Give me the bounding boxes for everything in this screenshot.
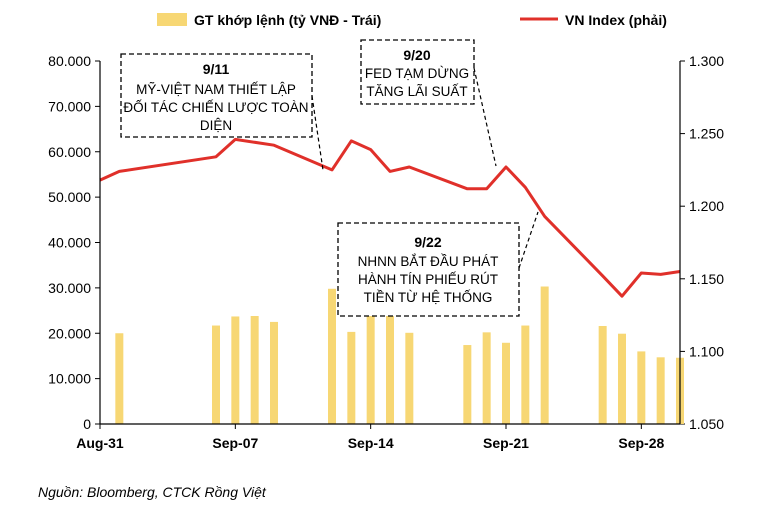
y-left-tick-label: 20.000: [48, 325, 91, 341]
source-note: Nguồn: Bloomberg, CTCK Rồng Việt: [38, 484, 267, 500]
bar: [502, 342, 510, 424]
y-left-tick-label: 50.000: [48, 189, 91, 205]
annotation-leader: [518, 211, 539, 269]
annotation-date: 9/11: [203, 61, 230, 77]
y-left-tick-label: 40.000: [48, 235, 91, 251]
bar: [598, 325, 607, 424]
bar: [366, 298, 375, 424]
vn-index-line: [99, 137, 681, 298]
bar: [618, 333, 626, 424]
legend-bar-label: GT khớp lệnh (tỷ VNĐ - Trái): [194, 12, 381, 28]
annotation-text-line: FED TẠM DỪNG: [365, 66, 469, 81]
bar: [521, 325, 530, 424]
y-right-tick-label: 1.050: [689, 416, 724, 432]
legend-line-label: VN Index (phải): [565, 12, 667, 28]
annotation-leader: [311, 95, 324, 171]
x-tick-label: Sep-14: [348, 435, 394, 451]
y-axis-right: 1.050 1.100 1.150 1.200 1.250 1.300: [680, 53, 724, 432]
x-tick-label: Sep-28: [618, 435, 664, 451]
y-right-tick-label: 1.150: [689, 271, 724, 287]
y-right-tick-label: 1.300: [689, 53, 724, 69]
annotation-text-line: ĐỐI TÁC CHIẾN LƯỢC TOÀN: [123, 100, 308, 115]
y-left-tick-label: 0: [83, 416, 91, 432]
y-axis-left: 0 10.000 20.000 30.000 40.000 50.000 60.000 70.…: [48, 53, 100, 432]
annotation-text-line: MỸ-VIỆT NAM THIẾT LẬP: [136, 82, 296, 97]
annotation-text-line: NHNN BẮT ĐẦU PHÁT: [358, 254, 499, 269]
annotation-leader: [473, 67, 497, 167]
y-right-tick-label: 1.200: [689, 198, 724, 214]
bar: [637, 351, 646, 424]
bar: [347, 331, 356, 424]
y-right-tick-label: 1.100: [689, 343, 724, 359]
bar: [212, 325, 220, 424]
bar: [540, 286, 549, 424]
bar: [231, 316, 240, 424]
line-series: [99, 137, 681, 298]
bar-series: [115, 286, 684, 424]
bar: [482, 332, 491, 424]
axes: [99, 61, 681, 425]
annotation-box: [360, 39, 475, 105]
y-left-tick-label: 70.000: [48, 98, 91, 114]
annotation-date: 9/22: [414, 234, 441, 250]
bar: [405, 332, 414, 424]
annotation-box: [337, 222, 520, 317]
bar: [386, 309, 394, 424]
bar: [656, 357, 665, 424]
annotation-text-line: HÀNH TÍN PHIẾU RÚT: [358, 272, 498, 287]
x-axis: Aug-31 Sep-07 Sep-14 Sep-21 Sep-28: [76, 424, 664, 451]
y-right-tick-label: 1.250: [689, 126, 724, 142]
x-tick-label: Aug-31: [76, 435, 124, 451]
annotation-text-line: TĂNG LÃI SUẤT: [366, 84, 467, 99]
bar: [463, 345, 472, 424]
bar: [328, 288, 336, 424]
annotation-9-20: 9/20 FED TẠM DỪNG TĂNG LÃI SUẤT: [360, 39, 497, 167]
bar: [270, 321, 278, 424]
bar: [115, 333, 124, 424]
legend-bar-swatch: [157, 13, 187, 26]
annotation-box: [120, 53, 313, 138]
annotation-9-11: 9/11 MỸ-VIỆT NAM THIẾT LẬP ĐỐI TÁC CHIẾN…: [120, 53, 324, 171]
annotation-date: 9/20: [403, 47, 430, 63]
legend: GT khớp lệnh (tỷ VNĐ - Trái) VN Index (p…: [157, 12, 667, 28]
y-left-tick-label: 10.000: [48, 371, 91, 387]
y-left-tick-label: 80.000: [48, 53, 91, 69]
x-tick-label: Sep-21: [483, 435, 529, 451]
y-left-tick-label: 60.000: [48, 144, 91, 160]
bar: [250, 316, 259, 424]
y-left-tick-label: 30.000: [48, 280, 91, 296]
annotation-9-22: 9/22 NHNN BẮT ĐẦU PHÁT HÀNH TÍN PHIẾU RÚ…: [337, 211, 539, 317]
annotation-text-line: TIỀN TỪ HỆ THỐNG: [364, 290, 493, 305]
x-tick-label: Sep-07: [212, 435, 258, 451]
annotation-text-line: DIỆN: [200, 118, 232, 133]
